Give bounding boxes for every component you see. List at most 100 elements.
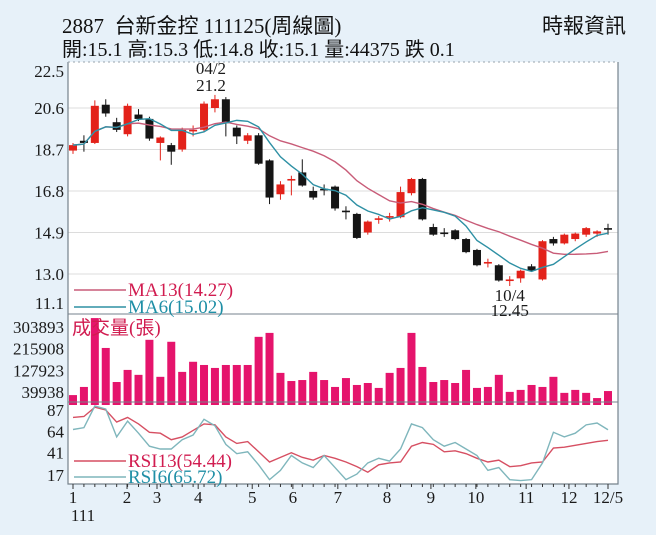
candlesticks (69, 94, 612, 286)
year-label: 111 (71, 506, 95, 525)
candle-body (265, 160, 274, 198)
candle-body (309, 190, 318, 198)
candle-body (560, 234, 569, 244)
candle-body (287, 178, 296, 181)
rsi-axis-labels: 87 64 41 17 (47, 401, 65, 485)
volume-bar (309, 371, 318, 405)
month-label: 4 (194, 488, 203, 507)
volume-bar (440, 380, 449, 405)
volume-bar (320, 380, 329, 405)
candle-body (604, 228, 612, 230)
rsi-tick-label: 87 (47, 401, 65, 420)
candle-body (134, 114, 143, 119)
low-date-annotation: 10/4 (495, 286, 526, 305)
peak-date-annotation: 04/2 (196, 59, 226, 78)
volume-bar (418, 366, 427, 405)
plot-background (68, 62, 618, 484)
candle-body (200, 103, 209, 130)
volume-bar (287, 381, 296, 405)
candle-body (374, 218, 383, 220)
volume-tick-label: 39938 (22, 383, 65, 402)
volume-bar (79, 386, 88, 405)
volume-bar (516, 389, 525, 405)
volume-bar (101, 347, 110, 405)
price-tick-label: 22.5 (34, 62, 64, 81)
rsi-tick-label: 64 (47, 422, 65, 441)
volume-bar (331, 386, 340, 405)
volume-bar (505, 391, 514, 405)
volume-bar (582, 392, 591, 405)
volume-bar (90, 318, 99, 405)
candle-body (385, 216, 394, 218)
candle-body (101, 104, 110, 114)
volume-bar (243, 364, 252, 405)
candle-body (407, 178, 416, 194)
rsi-tick-label: 41 (47, 444, 64, 463)
candle-body (483, 261, 492, 264)
volume-bar (210, 367, 219, 405)
volume-tick-label: 215908 (13, 340, 64, 359)
candle-body (582, 228, 591, 235)
rsi6-legend-label: RSI6(65.72) (128, 467, 222, 488)
candle-body (254, 135, 263, 164)
candle-body (243, 135, 252, 141)
candle-body (276, 184, 285, 195)
volume-bar (167, 341, 176, 405)
candle-body (112, 122, 121, 130)
price-tick-label: 11.1 (35, 294, 64, 313)
month-label: 2 (123, 488, 132, 507)
volume-bar (265, 332, 274, 405)
candle-body (363, 221, 372, 233)
volume-tick-label: 127923 (13, 361, 64, 380)
candle-body (232, 127, 241, 137)
volume-bar (178, 371, 187, 405)
candle-body (472, 249, 481, 266)
candle-body (440, 232, 449, 235)
candle-body (593, 231, 602, 234)
volume-panel-label: 成交量(張) (72, 317, 161, 339)
volume-bar (276, 372, 285, 405)
volume-bar (462, 369, 471, 405)
candle-body (516, 270, 525, 279)
month-label: 8 (383, 488, 392, 507)
volume-bar (451, 382, 460, 405)
candle-body (538, 241, 547, 280)
ma13-line (72, 121, 609, 256)
chart-title: 2887 台新金控 111125(周線圖) (62, 14, 342, 38)
candle-body (571, 233, 580, 240)
volume-bar (69, 395, 77, 405)
volume-bar (189, 361, 198, 405)
month-label: 9 (427, 488, 436, 507)
rsi13-legend-label: RSI13(54.44) (128, 451, 232, 472)
month-label: 11 (518, 488, 534, 507)
candle-body (210, 99, 219, 108)
candle-body (462, 239, 471, 253)
plot-border (67, 62, 619, 485)
candle-body (352, 213, 361, 238)
volume-bar (200, 364, 209, 405)
volume-bar (560, 392, 569, 405)
price-axis-labels: 22.5 20.6 18.7 16.8 14.9 13.0 11.1 (34, 62, 64, 313)
candle-body (549, 239, 558, 244)
candle-body (69, 145, 77, 151)
volume-bar (254, 336, 263, 405)
month-label: 10 (467, 488, 484, 507)
volume-bar (374, 387, 383, 405)
candle-body (189, 129, 198, 132)
price-tick-label: 18.7 (34, 140, 64, 159)
volume-axis-labels: 303893 215908 127923 39938 (13, 318, 64, 402)
volume-bar (112, 382, 121, 405)
peak-value-annotation: 21.2 (196, 76, 226, 95)
month-label: 6 (289, 488, 298, 507)
volume-bar (538, 386, 547, 405)
price-tick-label: 14.9 (34, 223, 64, 242)
volume-bar (123, 369, 132, 405)
volume-bar (407, 332, 416, 405)
candle-body (331, 186, 340, 209)
ma13-legend-label: MA13(14.27) (128, 280, 233, 301)
month-label: 1 (69, 488, 78, 507)
month-label: 12/5 (593, 488, 623, 507)
price-tick-label: 16.8 (34, 182, 64, 201)
price-gridlines (68, 107, 618, 275)
volume-bar (527, 384, 536, 405)
